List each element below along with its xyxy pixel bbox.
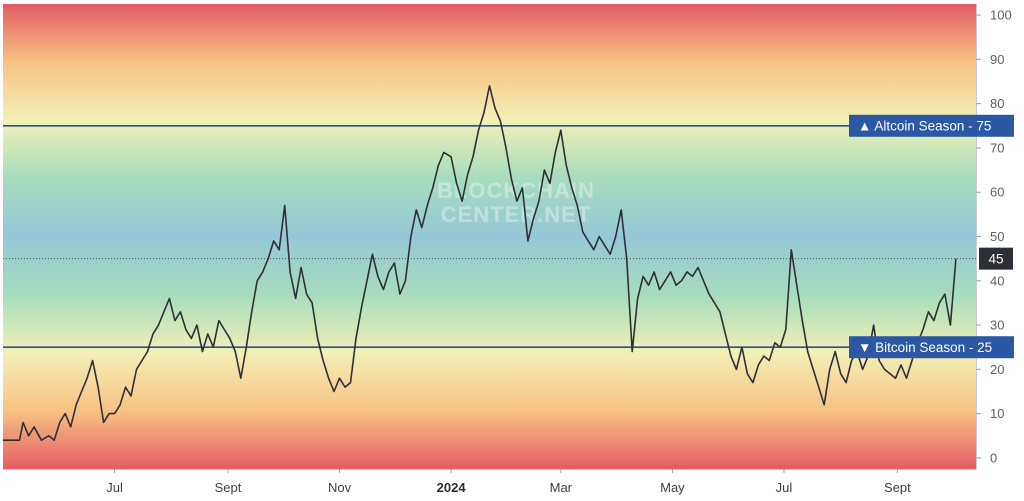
plot-background <box>3 4 976 469</box>
y-axis: 0 10 20 30 40 50 60 70 80 90 100 <box>976 8 1012 465</box>
threshold-badge-bg <box>849 336 1014 359</box>
x-tick-label: May <box>660 480 685 495</box>
x-tick-label: Sept <box>884 480 911 495</box>
current-value-badge-bg <box>979 247 1013 270</box>
current-value-badge: 45 <box>979 247 1013 270</box>
x-tick-label: Jul <box>106 480 123 495</box>
series-line <box>3 85 957 441</box>
x-tick-label: Sept <box>215 480 242 495</box>
y-tick-label: 100 <box>990 8 1012 23</box>
y-tick-label: 20 <box>990 362 1004 377</box>
y-tick-label: 0 <box>990 450 997 465</box>
x-tick-label: Nov <box>328 480 352 495</box>
threshold-badge: ▲ Altcoin Season - 75 <box>849 114 1014 137</box>
x-axis: Jul Sept Nov 2024 Mar May Jul Sept <box>106 469 911 495</box>
y-tick-label: 60 <box>990 185 1004 200</box>
threshold-lines <box>3 124 976 349</box>
y-tick-label: 40 <box>990 273 1004 288</box>
x-tick-label: 2024 <box>437 480 467 495</box>
threshold-badges: ▲ Altcoin Season - 75 ▼ Bitcoin Season - … <box>849 114 1014 359</box>
x-tick-label: Jul <box>776 480 793 495</box>
y-tick-label: 70 <box>990 140 1004 155</box>
y-tick-label: 50 <box>990 229 1004 244</box>
threshold-badge-bg <box>849 114 1014 137</box>
y-tick-label: 30 <box>990 318 1004 333</box>
y-tick-label: 80 <box>990 96 1004 111</box>
y-tick-label: 10 <box>990 406 1004 421</box>
x-tick-label: Mar <box>550 480 573 495</box>
y-tick-label: 90 <box>990 52 1004 67</box>
threshold-badge-label: ▼ Bitcoin Season - 25 <box>858 340 992 355</box>
watermark-line-2: CENTER.NET <box>441 202 592 227</box>
threshold-badge: ▼ Bitcoin Season - 25 <box>849 336 1014 359</box>
current-value-label: 45 <box>988 251 1003 266</box>
threshold-badge-label: ▲ Altcoin Season - 75 <box>858 119 991 134</box>
